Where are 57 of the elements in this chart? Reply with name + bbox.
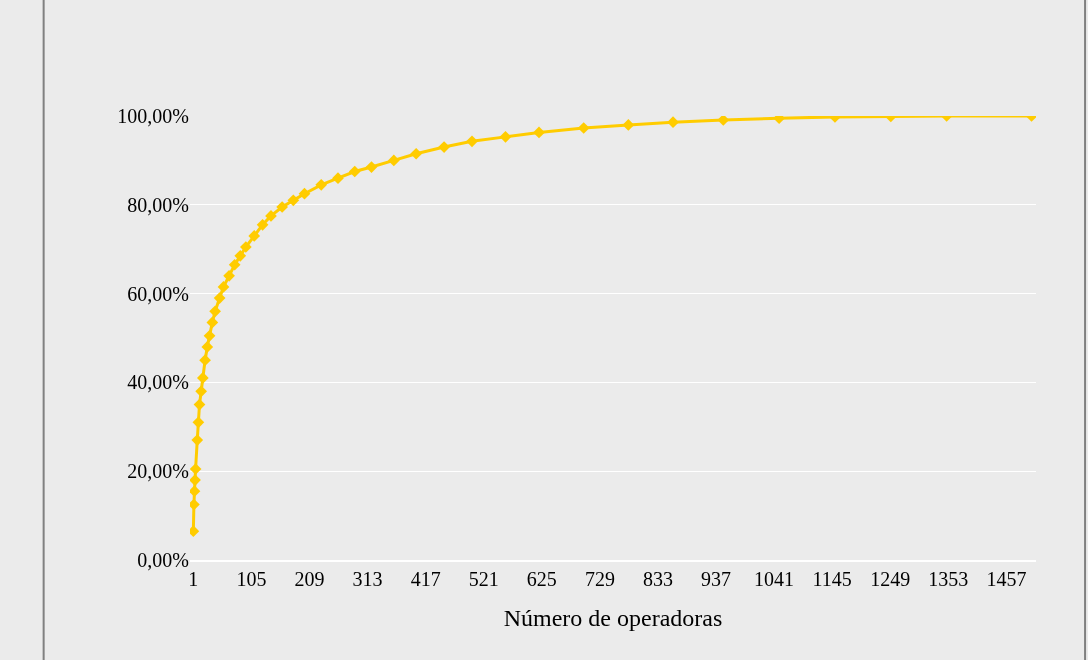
y-tick-label: 60,00% [127,282,189,305]
x-tick-label: 833 [642,568,673,590]
point [315,178,328,191]
point [206,316,219,329]
point [201,341,214,353]
point [217,281,230,293]
point [209,305,221,318]
x-tick-label: 1249 [870,568,911,590]
x-tick-label: 1145 [812,568,852,590]
y-tick-label: 100,00% [117,105,189,127]
point [298,187,311,200]
point [195,385,208,398]
point [193,398,206,411]
point [223,269,235,282]
point [239,241,252,253]
x-tick-label: 1457 [986,568,1027,590]
point [203,329,216,342]
x-tick-label: 521 [468,568,499,590]
point [213,292,226,304]
x-tick-label: 1 [188,568,199,590]
point [410,147,423,160]
point [190,463,202,475]
point [234,250,247,262]
point [190,474,201,486]
x-tick-label: 937 [701,568,732,590]
x-tick-label: 417 [410,568,441,590]
point [248,230,261,242]
point [190,485,201,498]
point [287,194,300,207]
point [265,210,277,222]
point [466,135,478,148]
point [365,161,378,173]
point [228,258,241,271]
point [256,218,269,231]
y-tick-label: 0,00% [137,549,189,571]
x-tick-label: 625 [526,568,557,590]
y-tick-label: 20,00% [127,460,189,483]
point [438,141,450,153]
point [387,154,400,167]
point [667,116,679,129]
point [192,416,205,429]
point [196,372,209,384]
x-tick-label: 313 [352,568,383,590]
x-tick-label: 1041 [754,568,795,590]
point [348,165,361,178]
x-tick-label: 1353 [928,568,969,590]
point [191,434,204,446]
x-axis-title: Número de operadoras [503,604,723,631]
x-tick-label: 105 [236,568,267,590]
point [199,354,211,367]
point [499,131,512,143]
y-tick-label: 80,00% [127,193,189,216]
point [533,126,545,139]
y-tick-label: 40,00% [127,371,189,394]
x-tick-label: 729 [584,568,615,590]
x-tick-label: 209 [294,568,325,590]
point [332,172,344,185]
